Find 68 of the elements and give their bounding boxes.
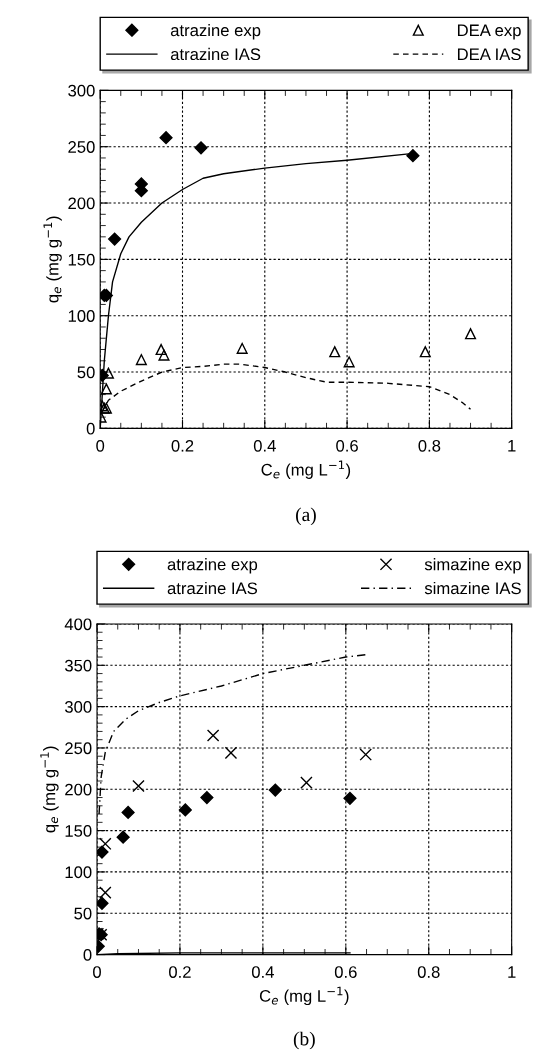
x-tick-label: 0.2	[169, 966, 191, 978]
point	[359, 748, 372, 761]
point	[97, 896, 109, 910]
point	[329, 346, 341, 358]
point	[100, 383, 112, 395]
x-tick-label: 0.4	[253, 439, 276, 452]
legend-label: atrazine IAS	[167, 581, 258, 595]
point	[132, 779, 145, 793]
y-tick-label: 200	[65, 783, 92, 796]
point	[135, 354, 147, 366]
point	[159, 131, 173, 145]
x-tick-label: 1	[508, 966, 516, 978]
y-tick-label: 50	[74, 907, 92, 920]
point	[121, 805, 135, 820]
legend-label: simazine exp	[424, 558, 521, 574]
y-tick-label: 100	[65, 866, 92, 879]
y-tick-label: 400	[64, 618, 92, 631]
x-axis-title: C$_{e}$ (mg L$^{−1}$)	[259, 986, 349, 1006]
x-tick-label: 0.6	[334, 966, 357, 978]
point	[116, 830, 130, 844]
y-tick-label: 0	[86, 422, 95, 435]
legend-label: DEA exp	[457, 24, 521, 40]
point	[194, 141, 208, 155]
y-tick-label: 150	[68, 253, 95, 266]
point	[464, 328, 477, 340]
y-tick-label: 250	[65, 742, 92, 755]
point	[268, 783, 282, 797]
legend-label: simazine IAS	[424, 581, 521, 595]
y-axis-title: q$_{e}$ (mg g$^{−1}$)	[40, 746, 59, 833]
point	[419, 346, 431, 358]
x-tick-label: 0.4	[251, 966, 274, 978]
point	[224, 746, 238, 760]
x-tick-label: 1	[508, 440, 516, 452]
point	[158, 349, 170, 361]
text: (a)	[296, 507, 316, 526]
x-tick-label: 0.8	[418, 439, 441, 452]
point	[300, 776, 313, 789]
point	[343, 356, 355, 368]
point	[406, 149, 420, 163]
x-tick-label: 0.6	[336, 439, 358, 452]
y-tick-label: 350	[64, 659, 92, 672]
point	[206, 729, 220, 742]
point	[99, 837, 112, 851]
y-tick-label: 200	[68, 197, 95, 210]
x-axis-title: C$_{e}$ (mg L$^{−1}$)	[261, 460, 351, 479]
point	[108, 232, 122, 246]
y-tick-label: 250	[68, 141, 95, 153]
y-tick-label: 0	[83, 948, 92, 961]
point	[99, 886, 112, 899]
x-tick-label: 0	[96, 439, 105, 452]
legend-label: atrazine exp	[167, 558, 258, 574]
legend-label: atrazine IAS	[170, 47, 261, 61]
point	[343, 791, 357, 805]
point	[200, 790, 214, 805]
y-axis-title: q$_{e}$ (mg g$^{−1}$)	[43, 216, 62, 303]
legend-label: DEA IAS	[457, 48, 521, 61]
y-tick-label: 150	[65, 825, 92, 837]
point	[236, 342, 248, 354]
y-tick-label: 300	[68, 84, 95, 97]
y-tick-label: 300	[64, 701, 92, 713]
y-tick-label: 50	[77, 366, 95, 379]
legend-label: atrazine exp	[170, 24, 261, 40]
x-tick-label: 0.8	[417, 966, 440, 978]
x-tick-label: 0.2	[171, 439, 194, 452]
y-tick-label: 100	[68, 310, 95, 322]
text: (b)	[293, 1031, 315, 1050]
point	[155, 343, 167, 356]
point	[178, 803, 192, 817]
